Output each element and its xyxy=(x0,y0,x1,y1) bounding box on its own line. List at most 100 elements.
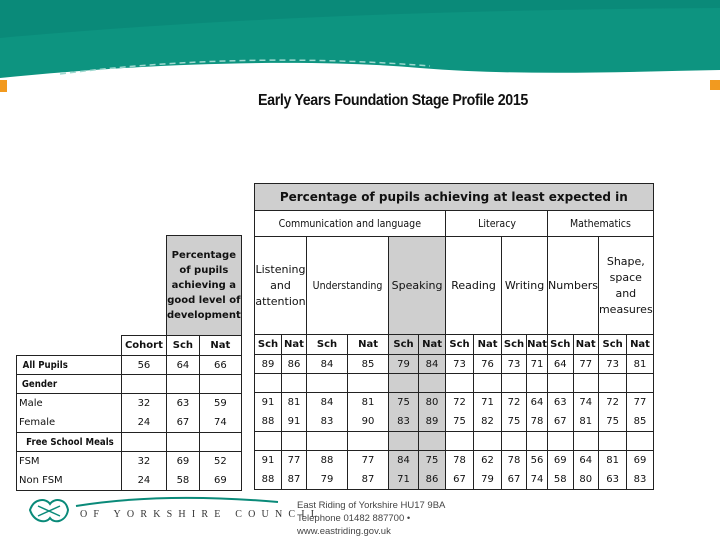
row-label-all-pupils: All Pupils xyxy=(16,355,122,375)
row-label-male-female: Male Female xyxy=(16,393,122,433)
cell-all-pupils: 64 xyxy=(547,354,574,374)
cell-empty xyxy=(626,431,654,451)
row-label-fsm-nonfsm: FSM Non FSM xyxy=(16,451,122,491)
sub-header-cell: Nat xyxy=(526,334,549,355)
sub-header-cell: Nat xyxy=(473,334,503,355)
cell-empty xyxy=(526,431,549,451)
good-level-header: Percentage of pupils achieving a good le… xyxy=(165,235,242,336)
address-line-3[interactable]: www.eastriding.gov.uk xyxy=(297,526,391,537)
cell-nat: 59 74 xyxy=(198,393,242,433)
cell-empty xyxy=(388,373,420,393)
cell-cohort: 32 24 xyxy=(120,393,167,433)
cell-sch: 64 xyxy=(165,355,200,375)
cell-empty xyxy=(418,373,447,393)
cell-male-female: 71 82 xyxy=(473,392,503,432)
good-level-table: Percentage of pupils achieving a good le… xyxy=(16,235,242,491)
cell-male-female: 72 75 xyxy=(445,392,475,432)
cell-male-female: 75 83 xyxy=(388,392,420,432)
cell-cohort: 56 xyxy=(120,355,167,375)
cell-fsm-nonfsm: 69 58 xyxy=(547,450,574,490)
cell-male-female: 81 91 xyxy=(281,392,307,432)
cell-empty xyxy=(281,373,307,393)
sub-header-cell: Nat xyxy=(626,334,654,355)
cell-male-female: 63 67 xyxy=(547,392,574,432)
cell-fsm-nonfsm: 88 79 xyxy=(305,450,349,490)
cell-male-female: 77 85 xyxy=(626,392,654,432)
cell-empty xyxy=(473,373,503,393)
header-banner xyxy=(0,0,720,92)
cell-male-female: 64 78 xyxy=(526,392,549,432)
cell-empty xyxy=(626,373,654,393)
cell-male-female: 91 88 xyxy=(254,392,282,432)
cell-nat: 52 69 xyxy=(198,451,242,491)
cell-empty xyxy=(547,431,574,451)
cell-all-pupils: 84 xyxy=(418,354,447,374)
cell-empty xyxy=(501,373,528,393)
cell-empty xyxy=(418,431,447,451)
cell-all-pupils: 81 xyxy=(626,354,654,374)
expected-level-table: Percentage of pupils achieving at least … xyxy=(253,183,654,490)
cell-fsm-nonfsm: 78 67 xyxy=(445,450,475,490)
cell-empty xyxy=(501,431,528,451)
cell-all-pupils: 89 xyxy=(254,354,282,374)
area-literacy: Literacy xyxy=(445,210,549,237)
subject-numbers: Numbers xyxy=(547,236,599,335)
area-mathematics: Mathematics xyxy=(547,210,654,237)
cell-all-pupils: 86 xyxy=(281,354,307,374)
sub-header-cell: Sch xyxy=(305,334,349,355)
council-name: OF YORKSHIRE COUNCIL xyxy=(80,509,324,520)
cell-empty xyxy=(254,373,282,393)
sub-header-cell: Nat xyxy=(347,334,390,355)
sub-header-cell: Sch xyxy=(445,334,475,355)
cell-all-pupils: 73 xyxy=(501,354,528,374)
col-header-nat: Nat xyxy=(198,335,242,356)
sub-header-cell: Nat xyxy=(281,334,307,355)
row-label-fsm-group: Free School Meals xyxy=(16,432,122,452)
council-address: East Riding of Yorkshire HU17 9BA Teleph… xyxy=(297,499,445,538)
cell-empty xyxy=(473,431,503,451)
cell-empty xyxy=(597,431,628,451)
cell-all-pupils: 84 xyxy=(305,354,349,374)
cell-all-pupils: 73 xyxy=(445,354,475,374)
cell-empty xyxy=(281,431,307,451)
cell-male-female: 74 81 xyxy=(572,392,599,432)
cell-empty xyxy=(254,431,282,451)
sub-header-cell: Sch xyxy=(597,334,628,355)
page-title: Early Years Foundation Stage Profile 201… xyxy=(258,92,528,109)
address-line-2: Telephone 01482 887700 • xyxy=(297,513,411,524)
sub-header-cell: Sch xyxy=(388,334,420,355)
row-label-gender: Gender xyxy=(16,374,122,394)
cell-fsm-nonfsm: 75 86 xyxy=(418,450,447,490)
col-header-cohort: Cohort xyxy=(120,335,167,356)
sub-header-cell: Sch xyxy=(254,334,282,355)
cell-all-pupils: 79 xyxy=(388,354,420,374)
cell-nat: 66 xyxy=(198,355,242,375)
cell-empty xyxy=(388,431,420,451)
cell-fsm-nonfsm: 69 83 xyxy=(626,450,654,490)
cell-male-female: 72 75 xyxy=(597,392,628,432)
cell-all-pupils: 73 xyxy=(597,354,628,374)
cell-fsm-nonfsm: 77 87 xyxy=(281,450,307,490)
cell-empty xyxy=(347,431,390,451)
subject-speaking: Speaking xyxy=(388,236,447,335)
subject-listening: Listening and attention xyxy=(254,236,307,335)
cell-fsm-nonfsm: 81 63 xyxy=(597,450,628,490)
sub-header-cell: Nat xyxy=(572,334,599,355)
cell-fsm-nonfsm: 91 88 xyxy=(254,450,282,490)
council-logo xyxy=(28,496,279,523)
cell-male-female: 84 83 xyxy=(305,392,349,432)
cell-empty xyxy=(445,431,475,451)
cell-male-female: 81 90 xyxy=(347,392,390,432)
cell-fsm-nonfsm: 84 71 xyxy=(388,450,420,490)
col-header-sch: Sch xyxy=(165,335,200,356)
cell-empty xyxy=(305,373,349,393)
cell-all-pupils: 77 xyxy=(572,354,599,374)
expected-table-title: Percentage of pupils achieving at least … xyxy=(254,183,654,211)
cell-all-pupils: 85 xyxy=(347,354,390,374)
subject-writing: Writing xyxy=(501,236,549,335)
cell-fsm-nonfsm: 78 67 xyxy=(501,450,528,490)
cell-fsm-nonfsm: 56 74 xyxy=(526,450,549,490)
cell-all-pupils: 71 xyxy=(526,354,549,374)
cell-all-pupils: 76 xyxy=(473,354,503,374)
cell-empty xyxy=(305,431,349,451)
